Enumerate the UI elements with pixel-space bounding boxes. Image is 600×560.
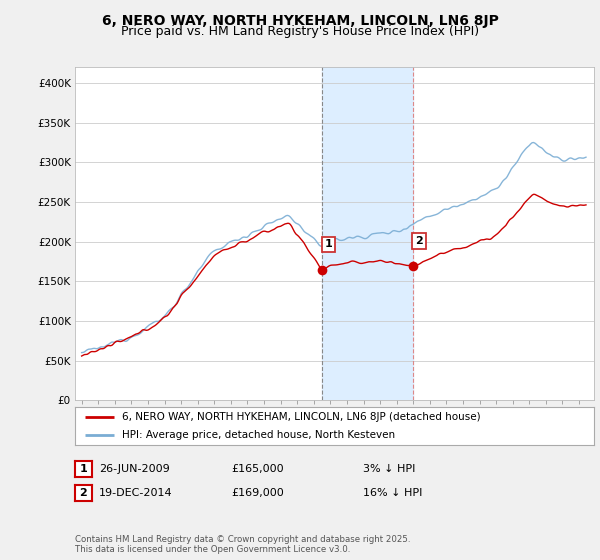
Text: Price paid vs. HM Land Registry's House Price Index (HPI): Price paid vs. HM Land Registry's House … <box>121 25 479 38</box>
Text: 1: 1 <box>325 239 332 249</box>
Text: 6, NERO WAY, NORTH HYKEHAM, LINCOLN, LN6 8JP: 6, NERO WAY, NORTH HYKEHAM, LINCOLN, LN6… <box>101 14 499 28</box>
Text: 2: 2 <box>80 488 87 498</box>
Bar <box>322 67 413 400</box>
Text: 2: 2 <box>415 236 423 246</box>
Text: 19-DEC-2014: 19-DEC-2014 <box>99 488 173 498</box>
Text: 1: 1 <box>80 464 87 474</box>
Text: 6, NERO WAY, NORTH HYKEHAM, LINCOLN, LN6 8JP (detached house): 6, NERO WAY, NORTH HYKEHAM, LINCOLN, LN6… <box>122 412 481 422</box>
Text: 3% ↓ HPI: 3% ↓ HPI <box>363 464 415 474</box>
Text: Contains HM Land Registry data © Crown copyright and database right 2025.
This d: Contains HM Land Registry data © Crown c… <box>75 535 410 554</box>
Text: 16% ↓ HPI: 16% ↓ HPI <box>363 488 422 498</box>
Text: £165,000: £165,000 <box>231 464 284 474</box>
Text: £169,000: £169,000 <box>231 488 284 498</box>
Text: HPI: Average price, detached house, North Kesteven: HPI: Average price, detached house, Nort… <box>122 430 395 440</box>
Text: 26-JUN-2009: 26-JUN-2009 <box>99 464 170 474</box>
